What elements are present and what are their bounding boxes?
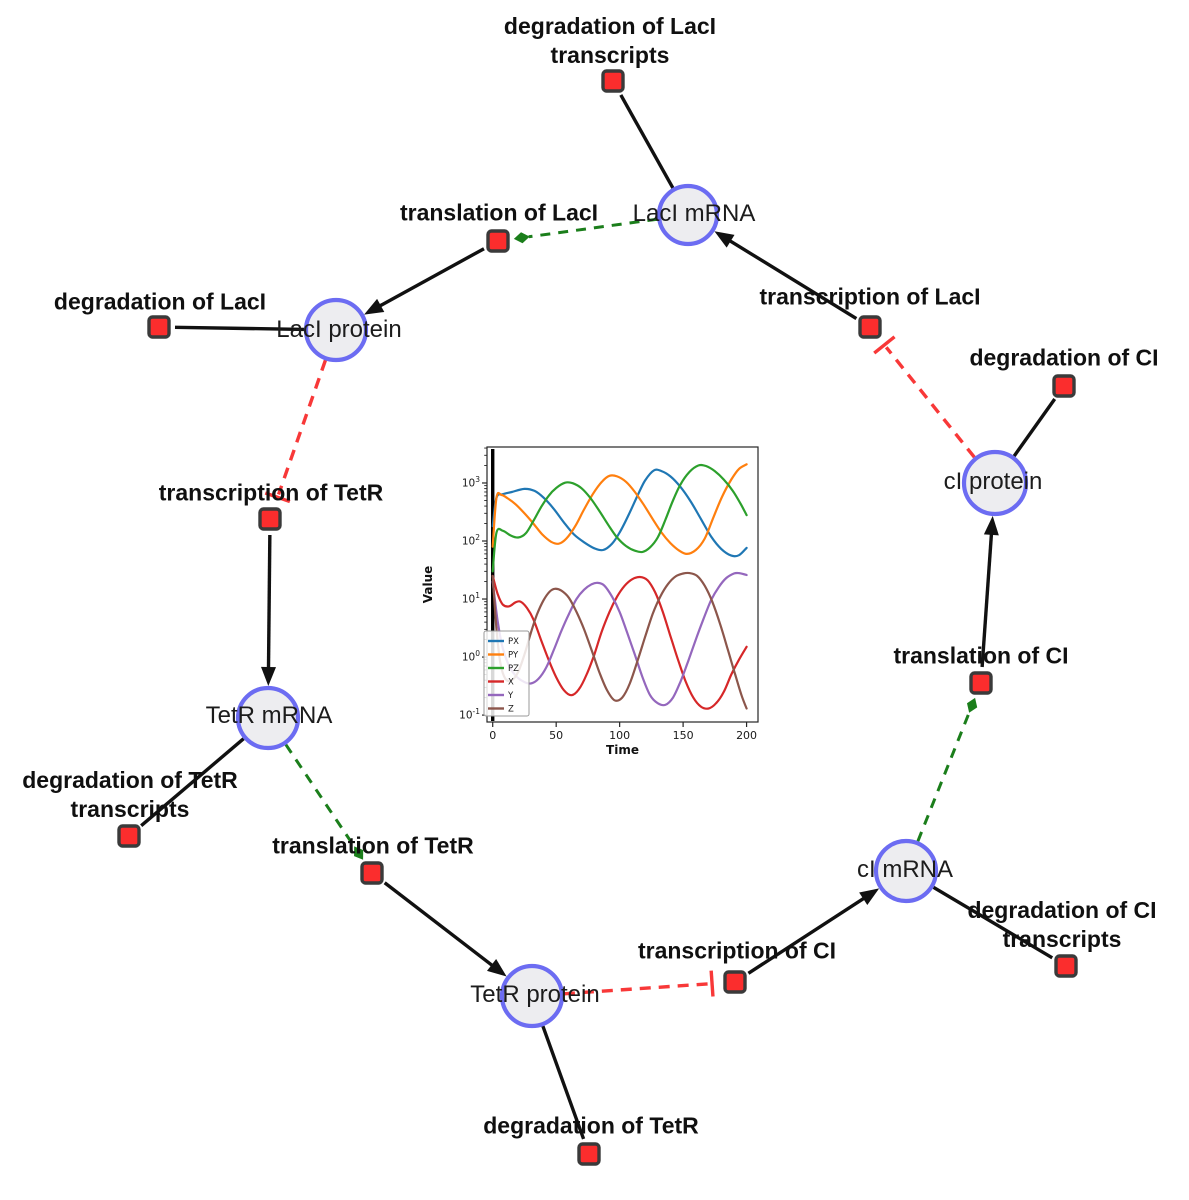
x-axis-label: Time [606,743,639,757]
legend-label-Z: Z [508,705,514,715]
edge-LacI_protein-degradation_of_LacI [174,325,305,332]
edge-transcription_of_CI-cI_mRNA [747,893,871,975]
edge-TetR_mRNA-translation_of_TetR [284,743,356,849]
edge-cI_protein-degradation_of_CI [1012,398,1057,458]
edge-LacI_mRNA-translation_of_LacI-diamond [513,232,530,244]
series-PY [491,463,748,555]
edge-TetR_mRNA-degradation_of_TetR_transcripts [140,737,245,827]
y-tick-label: 100 [462,649,480,664]
x-tick-label: 200 [736,729,757,742]
edge-TetR_protein-transcription_of_CI-tbar [709,970,715,997]
edge-cI_mRNA-translation_of_CI-diamond [966,697,978,713]
reaction-node-transcription_of_CI [723,970,747,994]
edge-translation_of_LacI-LacI_protein-arrowhead [364,298,385,315]
edge-TetR_protein-transcription_of_CI [563,982,710,996]
y-axis-label: Value [421,566,435,604]
x-tick-label: 150 [673,729,694,742]
x-tick-label: 50 [549,729,563,742]
edge-transcription_of_TetR-TetR_mRNA [266,534,272,675]
x-tick-label: 0 [489,729,496,742]
series-Y [491,571,748,707]
reaction-node-degradation_of_LacI_transcripts [601,69,625,93]
edge-transcription_of_CI-cI_mRNA-arrowhead [859,888,880,906]
y-tick-label: 103 [462,475,480,490]
reaction-node-degradation_of_TetR [577,1142,601,1166]
edge-transcription_of_LacI-LacI_mRNA [723,236,858,321]
species-node-cI_mRNA [873,838,939,904]
reaction-node-translation_of_LacI [486,229,510,253]
reaction-node-degradation_of_CI_transcripts [1054,954,1078,978]
edge-translation_of_CI-cI_protein [980,527,994,668]
edge-cI_protein-transcription_of_LacI [884,346,976,459]
edge-cI_mRNA-translation_of_CI [916,711,971,842]
y-tick-label: 101 [462,591,480,606]
edge-cI_protein-transcription_of_LacI-tbar [873,335,896,355]
edge-LacI_mRNA-translation_of_LacI [528,217,658,239]
edge-translation_of_TetR-TetR_protein-arrowhead [486,958,507,977]
edge-translation_of_CI-cI_protein-arrowhead [983,515,999,536]
legend-label-PZ: PZ [508,664,519,674]
reaction-node-transcription_of_TetR [258,507,282,531]
y-tick-label: 10-1 [459,707,480,722]
edge-LacI_protein-transcription_of_TetR [276,359,328,496]
edge-cI_mRNA-degradation_of_CI_transcripts [932,885,1054,960]
reaction-node-translation_of_CI [969,671,993,695]
species-node-LacI_protein [303,297,369,363]
series-X [491,574,748,710]
series-PX [491,468,748,558]
species-node-LacI_mRNA [656,183,720,247]
legend-label-PX: PX [508,637,519,647]
species-node-TetR_mRNA [235,685,301,751]
edge-translation_of_LacI-LacI_protein [373,247,485,311]
species-node-TetR_protein [499,963,565,1029]
reaction-node-transcription_of_LacI [858,315,882,339]
legend-label-PY: PY [508,651,519,661]
chart-spines [486,446,759,723]
x-tick-label: 100 [609,729,630,742]
edge-transcription_of_LacI-LacI_mRNA-arrowhead [714,231,735,248]
species-node-cI_protein [961,449,1029,517]
inset-chart: 10-1 100 101 102 103 0 50 100 150 200 Time Value PX P… [410,425,775,760]
legend-label-X: X [508,678,514,688]
legend-label-Y: Y [507,691,514,701]
reaction-node-degradation_of_LacI [147,315,171,339]
edge-translation_of_TetR-TetR_protein [383,881,499,971]
edge-LacI_protein-transcription_of_TetR-tbar [264,491,291,504]
edge-LacI_mRNA-degradation_of_LacI_transcripts [619,94,675,189]
y-tick-label: 102 [462,533,480,548]
reaction-node-degradation_of_CI [1052,374,1076,398]
edge-transcription_of_TetR-TetR_mRNA-arrowhead [261,666,277,687]
edge-TetR_mRNA-translation_of_TetR-diamond [354,846,364,860]
edge-TetR_protein-degradation_of_TetR [541,1025,586,1140]
reaction-node-degradation_of_TetR_transcripts [117,824,141,848]
legend-box [483,630,530,717]
reaction-node-translation_of_TetR [360,861,384,885]
series-PZ [491,463,748,573]
